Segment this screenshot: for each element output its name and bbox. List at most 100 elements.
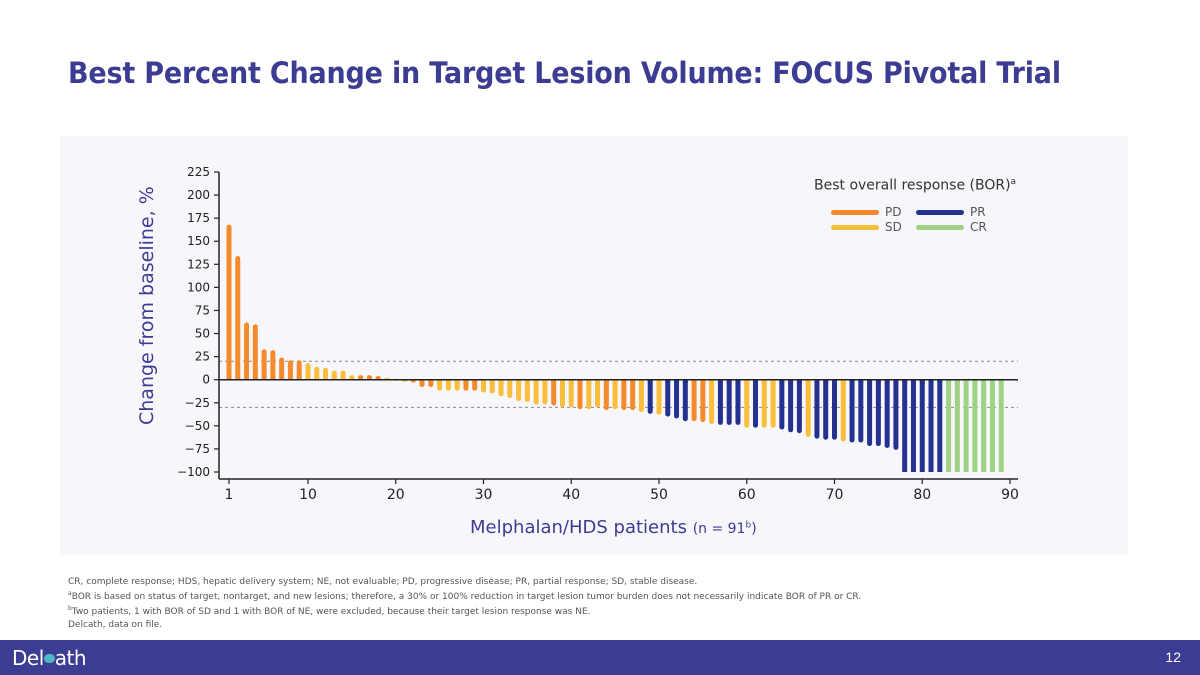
- bar-pr: [823, 379, 829, 440]
- bar-base: [831, 379, 837, 383]
- footnote-source: Delcath, data on file.: [68, 619, 163, 630]
- slide-title: Best Percent Change in Target Lesion Vol…: [68, 56, 1061, 90]
- legend-swatch-pd: [831, 209, 879, 215]
- bar-sd: [559, 379, 565, 408]
- bar-base: [998, 379, 1004, 383]
- bar-pd: [226, 224, 232, 380]
- bar-cr: [989, 379, 995, 472]
- bar-base: [603, 379, 609, 383]
- bar-base: [419, 379, 425, 383]
- bar-base: [533, 379, 539, 383]
- bar-base: [323, 376, 329, 380]
- bar-pr: [858, 379, 864, 443]
- bar-cr: [998, 379, 1004, 472]
- bar-base: [937, 379, 943, 383]
- bar-base: [902, 379, 908, 383]
- bar-pd: [261, 349, 267, 380]
- bar-base: [709, 379, 715, 383]
- bar-sd: [761, 379, 767, 428]
- bar-pd: [279, 357, 285, 380]
- x-axis-label-n: (n = 91b): [692, 520, 757, 537]
- bar-pr: [875, 379, 881, 447]
- bar-base: [963, 379, 969, 383]
- bar-base: [235, 376, 241, 380]
- y-tick-label: −50: [185, 419, 210, 433]
- bar-base: [340, 376, 346, 380]
- bar-base: [814, 379, 820, 383]
- bar-base: [577, 379, 583, 383]
- bar-base: [621, 379, 627, 383]
- bar-sd: [524, 379, 530, 402]
- legend-title: Best overall response (BOR)a: [814, 177, 1017, 194]
- bar-sd: [542, 379, 548, 405]
- bar-sd: [568, 379, 574, 408]
- bar-base: [612, 379, 618, 383]
- bar-base: [586, 379, 592, 383]
- y-tick-label: 100: [187, 280, 210, 294]
- bar-pd: [235, 256, 241, 380]
- x-tick-label: 80: [913, 487, 931, 503]
- bar-base: [428, 379, 434, 383]
- footnote-a: aBOR is based on status of target, nonta…: [68, 590, 862, 603]
- delcath-logo: Del ath: [12, 646, 87, 670]
- bar-sd: [770, 379, 776, 428]
- bar-sd: [638, 379, 644, 412]
- bar-base: [919, 379, 925, 383]
- bar-base: [445, 379, 451, 383]
- y-tick-label: −100: [177, 465, 210, 479]
- bar-base: [726, 379, 732, 383]
- bar-pr: [735, 379, 741, 425]
- x-tick-label: 30: [475, 487, 493, 503]
- bar-pr: [893, 379, 899, 450]
- y-tick-label: 0: [202, 373, 210, 387]
- bar-base: [884, 379, 890, 383]
- bar-sd: [314, 366, 320, 380]
- bar-cr: [946, 379, 952, 472]
- bar-cr: [981, 379, 987, 472]
- bar-pr: [665, 379, 671, 417]
- bar-base: [875, 379, 881, 383]
- footnotes: CR, complete response; HDS, hepatic deli…: [68, 576, 861, 631]
- bar-cr: [954, 379, 960, 472]
- axes: [218, 172, 1018, 480]
- bar-base: [805, 379, 811, 383]
- footer-bar: Del ath 12: [0, 640, 1200, 675]
- bar-base: [270, 376, 276, 380]
- bar-pr: [753, 379, 759, 428]
- legend-label-pd: PD: [885, 205, 902, 219]
- x-axis-label-main: Melphalan/HDS patients: [470, 517, 687, 538]
- bar-base: [331, 376, 337, 380]
- bar-sd: [507, 379, 513, 399]
- bar-pd: [630, 379, 636, 411]
- bar-pd: [621, 379, 627, 411]
- bar-base: [480, 379, 486, 383]
- bar-sd: [586, 379, 592, 410]
- bar-base: [840, 379, 846, 383]
- bar-base: [630, 379, 636, 383]
- bar-pr: [647, 379, 653, 414]
- bar-pr: [788, 379, 794, 433]
- bar-sd: [516, 379, 522, 401]
- bar-base: [700, 379, 706, 383]
- bar-base: [366, 376, 372, 380]
- bar-base: [779, 379, 785, 383]
- bar-pd: [700, 379, 706, 423]
- y-axis-label: Change from baseline, %: [136, 186, 158, 425]
- x-tick-label: 1: [225, 487, 234, 503]
- x-axis-label: Melphalan/HDS patients (n = 91b): [470, 517, 757, 538]
- bar-pd: [270, 350, 276, 380]
- bar-pr: [928, 379, 934, 472]
- bar-base: [910, 379, 916, 383]
- bar-base: [498, 379, 504, 383]
- y-tick-label: 125: [187, 257, 210, 271]
- bar-sd: [744, 379, 750, 428]
- bar-pr: [910, 379, 916, 472]
- bar-base: [682, 379, 688, 383]
- bar-sd: [305, 363, 311, 380]
- bar-base: [296, 376, 302, 380]
- y-tick-label: −25: [185, 396, 210, 410]
- x-tick-label: 70: [826, 487, 844, 503]
- bar-base: [226, 376, 232, 380]
- legend-label-cr: CR: [970, 220, 987, 234]
- bar-base: [972, 379, 978, 383]
